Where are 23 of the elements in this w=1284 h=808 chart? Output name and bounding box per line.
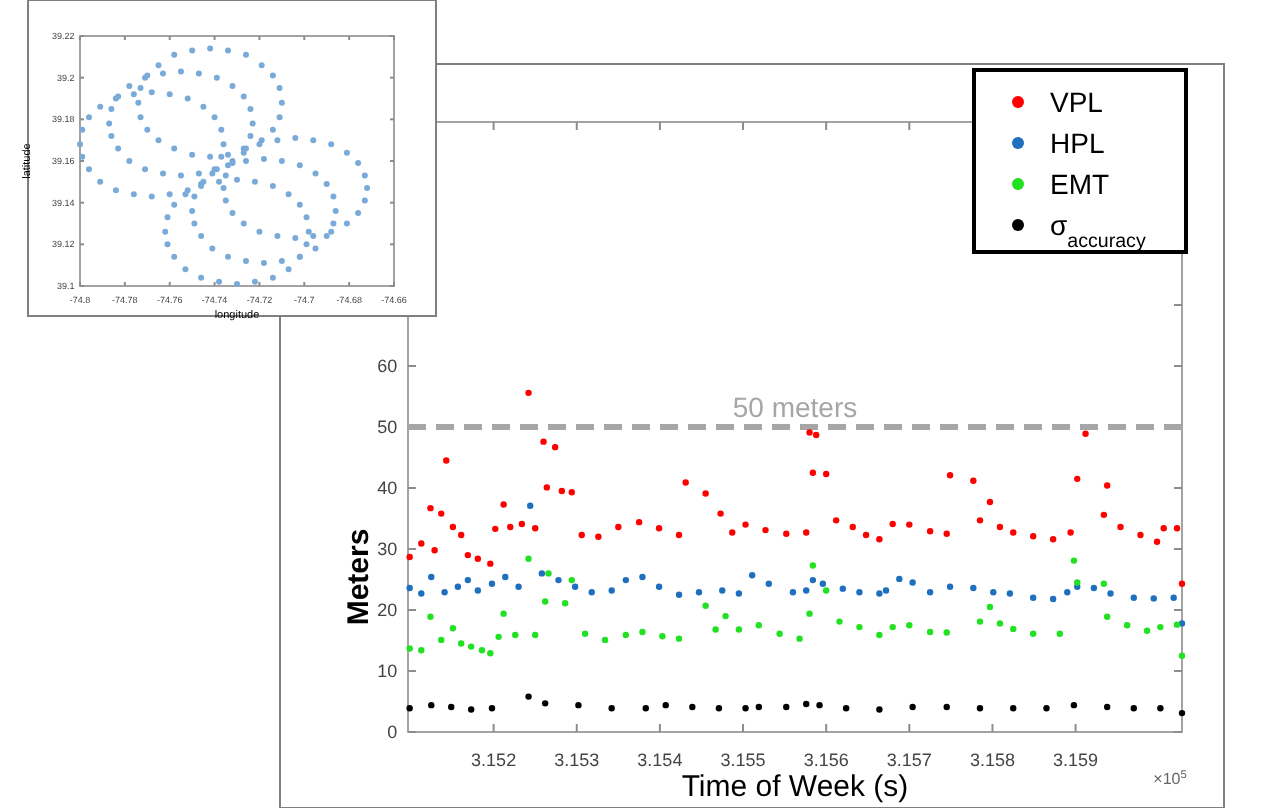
x-tick-label: 3.153 [554, 750, 600, 771]
legend-label: σ$_{accuracy}$ [1050, 208, 1146, 252]
legend-label: HPL [1050, 126, 1105, 159]
y-tick-label: 10 [377, 661, 398, 682]
legend-label: EMT [1050, 167, 1110, 200]
x-tick-label: 3.156 [803, 750, 849, 771]
text: ×10$^{5}$ [1153, 770, 1187, 788]
y-tick-label: 0 [387, 722, 398, 743]
y-tick-label: 60 [377, 356, 398, 377]
y-tick-label: 20 [377, 600, 398, 621]
x-tick-label: 3.159 [1053, 750, 1099, 771]
y-axis-title: Meters [342, 528, 376, 626]
ref-line-label: 50 meters [732, 391, 858, 423]
x-axis-title: Time of Week (s) [681, 770, 909, 804]
x-tick-label: 3.158 [969, 750, 1015, 771]
legend-label: VPL [1050, 85, 1104, 118]
x-tick-label: 3.154 [637, 750, 683, 771]
y-tick-label: 50 [377, 417, 398, 438]
x-tick-label: 3.152 [471, 750, 517, 771]
x-tick-label: 3.155 [720, 750, 766, 771]
x-tick-label: 3.157 [886, 750, 932, 771]
y-tick-label: 40 [377, 478, 398, 499]
y-tick-label: 30 [377, 539, 398, 560]
